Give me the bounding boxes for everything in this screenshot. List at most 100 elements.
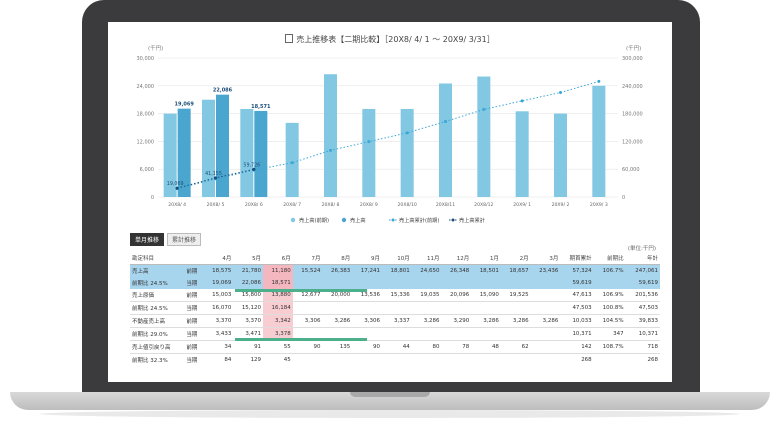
table-cell <box>593 277 626 289</box>
table-cell: 15,003 <box>203 289 234 302</box>
table-cell <box>471 301 501 315</box>
x-tick-label: 20X8/ 9 <box>360 202 378 208</box>
table-cell: 18,801 <box>382 264 412 277</box>
x-tick-label: 20X9/ 1 <box>513 202 531 208</box>
table-cell: 当期 <box>186 358 198 364</box>
table-cell: 22,086 <box>233 277 264 289</box>
table-cell: 3,286 <box>530 314 561 328</box>
table-cell <box>530 327 561 341</box>
table-row[interactable]: 不動産売上高 前期 3,370 3,370 3,342 3,306 3,286 3,306 3,… <box>130 314 660 328</box>
data-label: 22,086 <box>213 88 233 94</box>
y-tick-label: 12,000 <box>137 139 155 145</box>
table-cell: 20,000 <box>322 289 353 302</box>
table-cell: 34 <box>203 340 234 354</box>
table-cell: 3,337 <box>382 314 412 328</box>
table-row[interactable]: 前期比 32.3% 当期 84 129 45 268 268 <box>130 354 660 367</box>
table-row[interactable]: 売上値引戻り高 前期 34 91 55 90 135 90 44 80 78 48 62 142 108.7… <box>130 340 660 354</box>
column-header: 5月 <box>233 252 264 265</box>
table-cell: 13,536 <box>352 289 382 302</box>
table-row[interactable]: 前期比 24.5% 当期 19,069 22,086 18,571 59,619 59,61… <box>130 277 660 289</box>
table-cell: 84 <box>224 357 232 363</box>
table-row[interactable]: 前期比 24.5% 当期 16,070 15,120 16,184 47,503 100.8… <box>130 301 660 315</box>
column-header: 前期比 <box>593 252 626 265</box>
legend-label: 売上高累計(前期) <box>399 216 439 224</box>
table-cell: 3,306 <box>292 314 323 328</box>
table-cell: 当期 <box>184 327 204 341</box>
bar-prev-year <box>477 76 491 197</box>
table-cell: 10,371 <box>625 327 660 341</box>
column-header: 8月 <box>322 252 353 265</box>
bar-prev-year <box>362 108 376 197</box>
table-cell: 59,619 <box>625 277 660 289</box>
table-cell: 135 <box>322 340 353 354</box>
point-cumulative-current <box>213 176 218 180</box>
column-header: 6月 <box>263 252 293 265</box>
table-cell: 23,436 <box>530 264 561 277</box>
bar-prev-year <box>554 113 567 197</box>
table-cell <box>352 327 382 341</box>
table-cell: 55 <box>263 340 293 354</box>
chart-title: 売上推移表【二期比較】［20X8/ 4/ 1 〜 20X9/ 3/31］ <box>108 34 672 45</box>
y-tick-label: 18,000 <box>137 112 155 118</box>
table-cell <box>352 277 382 289</box>
table-cell <box>382 354 412 367</box>
table-row[interactable]: 売上高 前期 18,575 21,780 11,180 15,524 26,383 17,24… <box>130 264 660 277</box>
bar-prev-year <box>285 122 299 197</box>
document-icon <box>285 34 294 43</box>
table-cell <box>500 327 531 341</box>
table-cell: 15,336 <box>382 289 412 302</box>
table-row[interactable]: 売上原価 前期 15,003 15,800 13,880 12,677 20,000 13,5… <box>130 289 660 302</box>
tab-monthly[interactable]: 単月推移 <box>130 233 165 246</box>
table-cell: 100.8% <box>593 301 626 315</box>
y2-tick-label: 240,000 <box>622 84 643 90</box>
table-cell: 19,525 <box>500 289 531 302</box>
table-cell: 15,524 <box>292 264 323 277</box>
x-tick-label: 20X8/12 <box>474 202 493 208</box>
table-cell: 当期 <box>184 301 204 315</box>
table-cell: 20,096 <box>441 289 472 302</box>
table-cell <box>411 277 442 289</box>
table-cell: 前期比 29.0% <box>130 327 185 341</box>
table-cell: 104.5% <box>593 314 626 328</box>
bar-prev-year <box>400 108 414 197</box>
table-cell: 18,575 <box>203 264 234 277</box>
screen: 売上推移表【二期比較】［20X8/ 4/ 1 〜 20X9/ 3/31］ (千円… <box>108 22 672 382</box>
tab-cumulative[interactable]: 累計推移 <box>167 233 202 246</box>
table-cell <box>500 277 531 289</box>
legend-swatch <box>290 217 296 223</box>
point-cumulative-prev <box>597 79 601 83</box>
table-cell <box>322 301 353 315</box>
table-cell: 15,090 <box>471 289 501 302</box>
table-cell: 3,306 <box>352 314 382 328</box>
table-cell: 90 <box>352 340 382 354</box>
view-tabs: 単月推移 累計推移 <box>130 233 202 246</box>
table-cell: 前期 <box>184 340 204 354</box>
y-tick-label: 0 <box>151 195 154 201</box>
column-header: 年計 <box>625 252 660 265</box>
x-tick-label: 20X8/ 8 <box>322 202 340 208</box>
table-cell <box>471 277 501 289</box>
table-cell: 前期 <box>184 314 204 328</box>
x-tick-label: 20X8/11 <box>436 202 455 208</box>
chart-title-text: 売上推移表【二期比較】［20X8/ 4/ 1 〜 20X9/ 3/31］ <box>296 35 495 44</box>
table-cell: 247,061 <box>625 264 660 277</box>
point-cumulative-prev <box>367 140 371 144</box>
x-tick-label: 20X8/ 7 <box>283 202 301 208</box>
table-cell: 不動産売上高 <box>130 314 185 328</box>
point-cumulative-prev <box>559 91 562 95</box>
column-header: 7月 <box>292 252 323 265</box>
table-row[interactable]: 前期比 29.0% 当期 3,433 3,471 3,378 10,371 347 10,37… <box>130 327 660 341</box>
sales-table: 勘定科目 4月 5月 6月 7月 8月 9月 10月 11月 12月 1月 2月 3月 期首累計 前期比 年計… <box>130 252 660 366</box>
table-cell: 108.7% <box>593 340 626 354</box>
table-cell: 3,433 <box>203 327 234 341</box>
table-cell <box>322 277 353 289</box>
table-cell: 前期 <box>184 289 204 302</box>
table-cell: 19,035 <box>411 289 442 302</box>
table-cell: 16,184 <box>263 301 293 315</box>
table-cell: 3,286 <box>322 314 353 328</box>
y-tick-label: 30,000 <box>137 56 155 62</box>
table-cell: 106.9% <box>593 289 626 302</box>
table-cell: 15,120 <box>233 301 264 315</box>
table-cell: 12,677 <box>292 289 323 302</box>
table-cell: 11,180 <box>263 264 293 277</box>
